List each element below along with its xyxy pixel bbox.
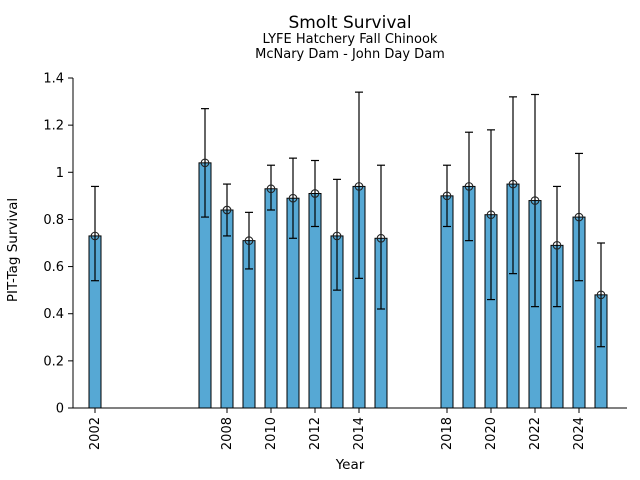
marker-2014 [354,182,364,191]
x-tick-label-2008: 2008 [220,417,235,450]
marker-2023 [552,241,562,250]
y-axis-label: PIT-Tag Survival [5,198,21,302]
marker-2024 [574,212,584,222]
marker-2022 [530,196,540,205]
marker-2013 [332,231,342,241]
chart-subtitle-line1: LYFE Hatchery Fall Chinook [263,32,438,47]
x-tick-label-2010: 2010 [264,417,279,450]
bar-2018 [440,195,454,409]
bar-2008 [220,209,234,409]
marker-2018 [442,191,452,201]
y-tick-label-0.2: 0.2 [43,354,64,369]
marker-2008 [222,205,232,215]
y-tick-label-0.8: 0.8 [43,213,64,228]
marker-2002 [90,231,100,241]
marker-2025 [596,290,606,300]
x-tick-label-2012: 2012 [308,417,323,450]
x-tick-label-2002: 2002 [88,417,103,450]
y-tick-label-0.4: 0.4 [43,307,64,322]
x-tick-label-2022: 2022 [528,417,543,450]
chart-subtitle-line2: McNary Dam - John Day Dam [255,47,445,62]
x-axis-label: Year [335,457,365,473]
marker-2015 [376,233,386,243]
marker-2021 [508,179,518,189]
y-tick-label-0.6: 0.6 [43,260,64,275]
x-tick-label-2018: 2018 [440,417,455,450]
y-tick-label-0: 0 [56,402,64,417]
x-tick-label-2024: 2024 [572,417,587,450]
marker-2010 [266,184,276,194]
marker-2019 [464,182,474,191]
bar-2010 [264,188,278,409]
marker-2009 [244,236,254,245]
y-tick-label-1.2: 1.2 [43,119,64,134]
marker-2012 [310,189,320,198]
marker-2011 [288,193,298,203]
marker-2007 [200,158,210,168]
x-tick-label-2014: 2014 [352,417,367,450]
marker-2020 [486,210,496,220]
chart-title: Smolt Survival [288,13,411,33]
y-tick-label-1.4: 1.4 [43,72,64,87]
x-tick-label-2020: 2020 [484,417,499,450]
y-tick-label-1: 1 [56,166,64,181]
